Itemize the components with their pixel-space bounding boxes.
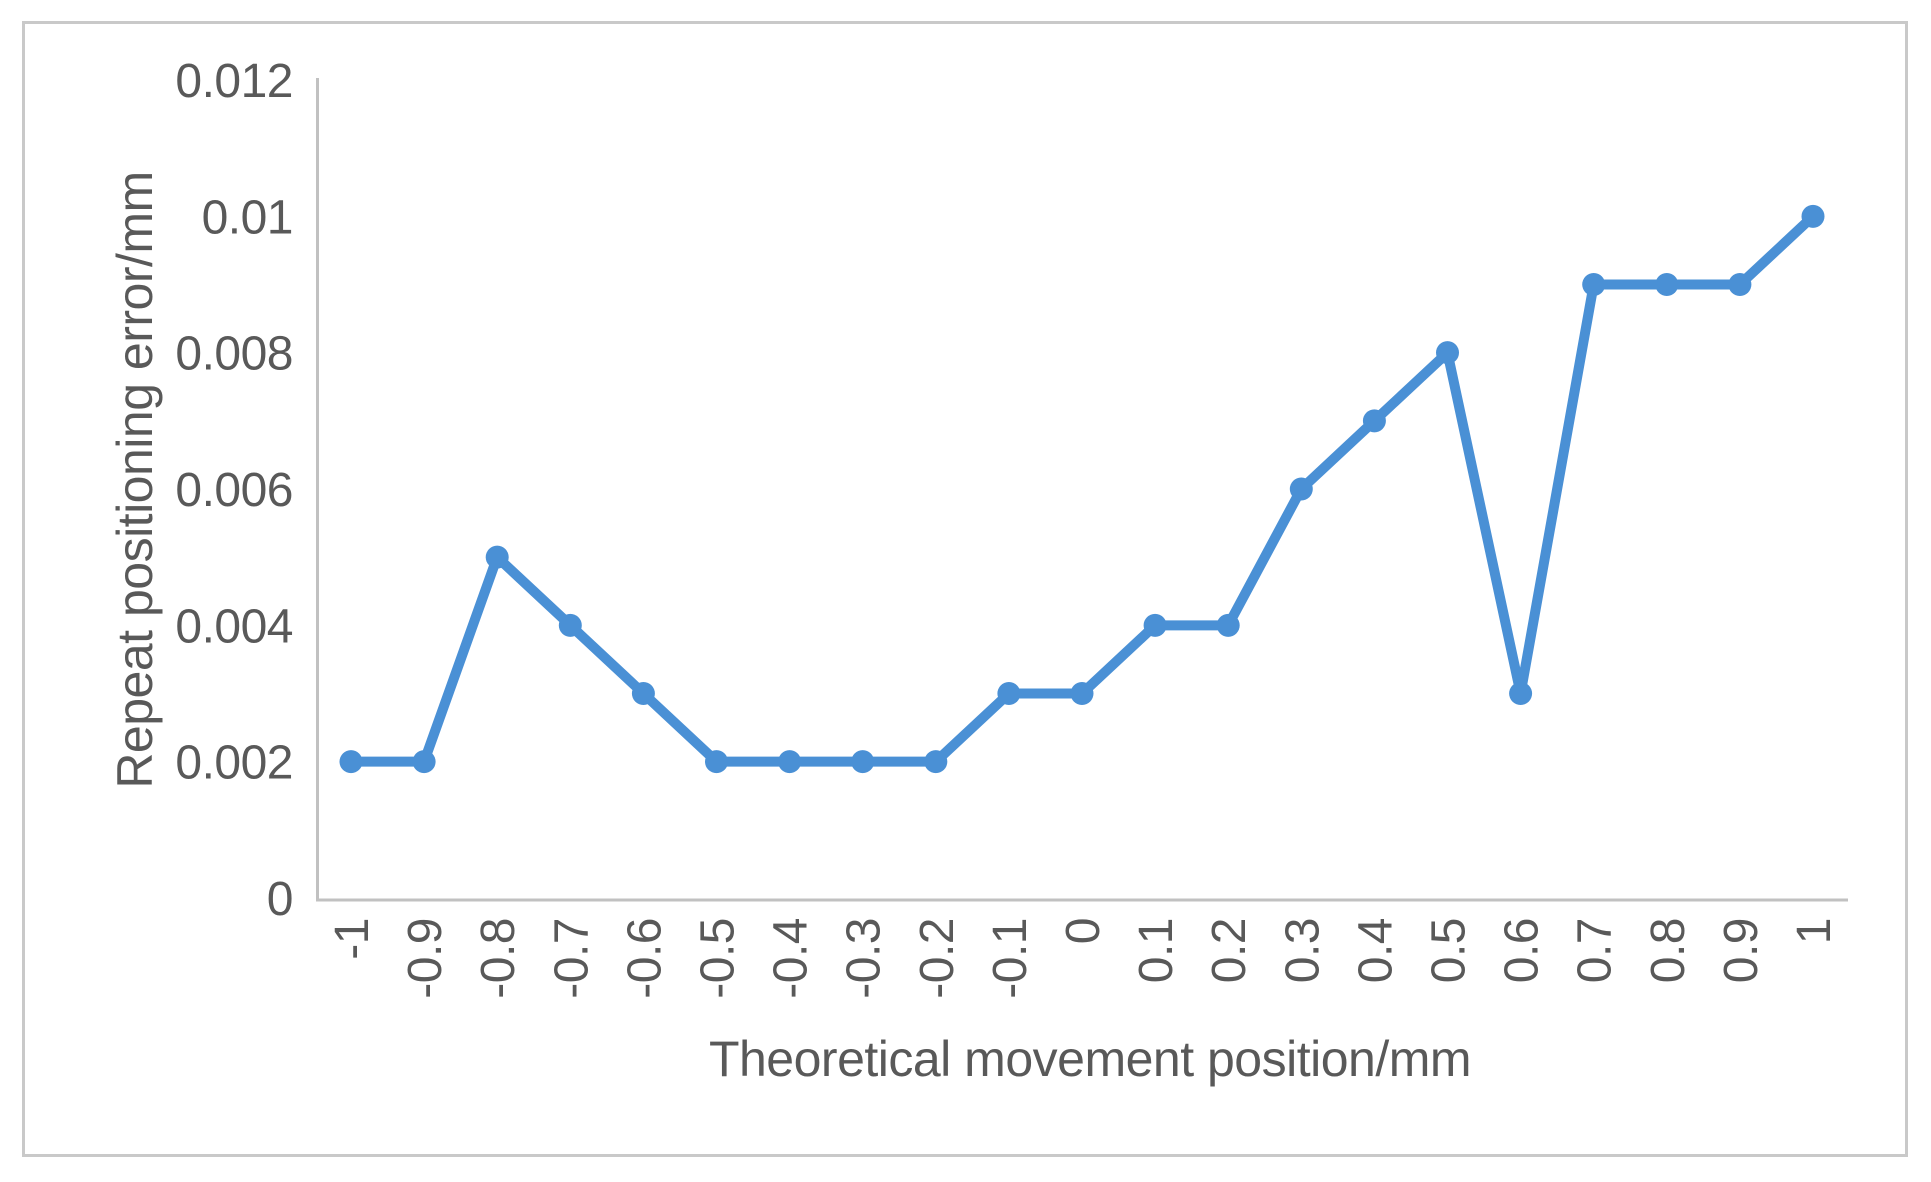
x-tick-label: 0.4: [1349, 918, 1402, 983]
x-tick-label: -0.2: [911, 918, 964, 999]
x-tick-label: -0.4: [765, 918, 818, 999]
data-point: [851, 750, 875, 774]
data-point: [558, 613, 582, 637]
series-layer: [339, 204, 1825, 774]
data-point: [1436, 341, 1459, 365]
x-tick-label: 0.2: [1203, 918, 1256, 983]
x-tick-label: -0.9: [399, 918, 452, 999]
data-point: [705, 750, 728, 774]
data-point: [485, 545, 509, 569]
y-tick-label: 0.012: [175, 55, 293, 108]
data-point: [1289, 477, 1313, 501]
data-point: [997, 682, 1021, 705]
x-tick-label: -0.7: [545, 918, 598, 999]
data-point: [1582, 273, 1606, 296]
x-tick-label: 0.3: [1276, 918, 1329, 983]
x-tick-labels: -1 -0.9 -0.8 -0.7 -0.6 -0.5 -0.4 -0.3 -0.2 -0.1 0 0…: [326, 918, 1841, 999]
axes-layer: [316, 78, 1848, 902]
x-tick-label: 0: [1057, 918, 1110, 944]
x-tick-label: -0.6: [618, 918, 671, 999]
data-point: [631, 682, 655, 705]
y-tick-label: 0: [267, 873, 293, 926]
data-point: [1728, 273, 1752, 296]
x-tick-label: 0.1: [1130, 918, 1183, 983]
y-axis-title: Repeat positioning error/mm: [107, 171, 163, 788]
x-tick-label: -0.1: [984, 918, 1037, 999]
data-point: [1509, 682, 1533, 705]
x-tick-label: 0.8: [1642, 918, 1695, 983]
y-tick-labels: 0 0.002 0.004 0.006 0.008 0.01 0.012: [175, 55, 293, 926]
x-tick-label: 0.6: [1496, 918, 1549, 983]
data-point: [1216, 613, 1240, 637]
x-tick-label: 0.9: [1715, 918, 1768, 983]
y-tick-label: 0.008: [175, 328, 293, 381]
x-tick-label: 0.5: [1423, 918, 1476, 983]
y-tick-label: 0.004: [175, 600, 293, 653]
x-axis-title: Theoretical movement position/mm: [709, 1031, 1471, 1087]
data-point: [1801, 204, 1825, 228]
y-tick-label: 0.006: [175, 464, 293, 517]
y-tick-label: 0.01: [202, 191, 293, 244]
data-point: [339, 750, 363, 774]
x-tick-label: 1: [1788, 918, 1841, 944]
data-point: [1070, 682, 1094, 705]
data-point: [778, 750, 802, 774]
data-point: [1655, 273, 1679, 296]
data-point: [412, 750, 436, 774]
y-tick-label: 0.002: [175, 737, 293, 790]
x-tick-label: 0.7: [1569, 918, 1622, 983]
data-point: [924, 750, 948, 774]
data-point: [1362, 409, 1386, 433]
data-point: [1143, 613, 1167, 637]
figure-border: [22, 21, 1908, 1157]
x-tick-label: -1: [326, 918, 379, 960]
x-tick-label: -0.3: [838, 918, 891, 999]
x-tick-label: -0.8: [472, 918, 525, 999]
x-tick-label: -0.5: [692, 918, 745, 999]
